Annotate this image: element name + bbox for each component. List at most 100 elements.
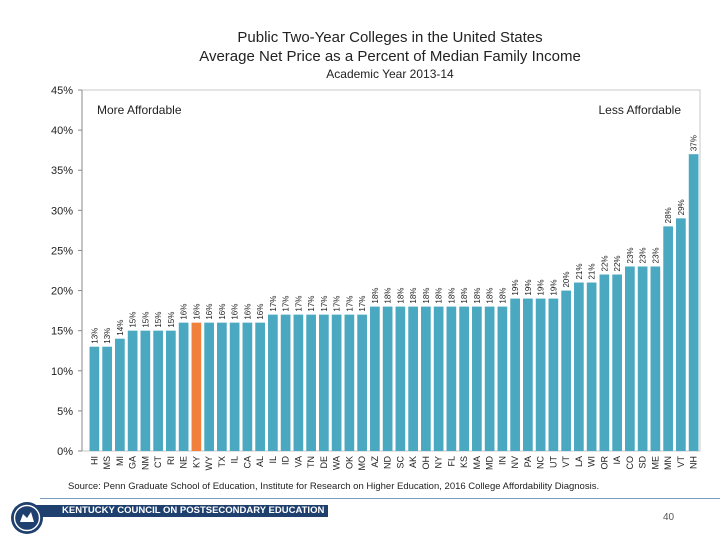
data-label: 16% (180, 304, 189, 320)
data-label: 16% (231, 304, 240, 320)
category-label: LA (574, 456, 584, 467)
council-logo-icon (11, 502, 43, 534)
bar (408, 306, 418, 451)
category-label: NM (140, 456, 150, 470)
bar (446, 306, 457, 451)
bar (127, 330, 138, 451)
bar (574, 282, 584, 451)
y-tick-label: 15% (51, 326, 73, 338)
category-label: NE (179, 456, 189, 469)
category-label: HI (89, 456, 99, 465)
bar (484, 306, 495, 451)
category-label: AZ (370, 456, 380, 468)
category-label: KS (459, 456, 469, 468)
category-label: WI (587, 456, 597, 467)
data-label: 17% (320, 296, 329, 312)
bar (472, 306, 482, 451)
bar (599, 274, 610, 451)
data-label: 18% (371, 288, 380, 304)
data-label: 21% (588, 264, 597, 280)
bar (280, 314, 291, 451)
category-label: NV (510, 456, 520, 469)
org-name-band: KENTUCKY COUNCIL ON POSTSECONDARY EDUCAT… (28, 505, 328, 517)
annotation-more-affordable: More Affordable (97, 103, 182, 117)
data-label: 18% (384, 288, 393, 304)
category-label: OK (344, 456, 354, 469)
category-label: TX (217, 456, 227, 468)
bar (102, 346, 112, 451)
chart-titles: Public Two-Year Colleges in the United S… (0, 28, 720, 82)
bar (140, 330, 151, 451)
bar (676, 218, 686, 451)
data-label: 37% (690, 135, 699, 151)
bar (357, 314, 367, 451)
bar (242, 322, 253, 451)
bar (382, 306, 393, 451)
category-label: IN (497, 456, 507, 465)
category-label: MO (357, 456, 367, 471)
category-label: VA (293, 456, 303, 467)
data-label: 17% (345, 296, 354, 312)
data-label: 17% (358, 296, 367, 312)
y-tick-label: 30% (51, 205, 73, 217)
bar (115, 338, 125, 451)
bar (535, 298, 546, 451)
category-label: MA (472, 456, 482, 470)
data-label: 19% (511, 280, 520, 296)
data-label: 21% (575, 264, 584, 280)
data-label: 18% (396, 288, 405, 304)
bar (89, 346, 100, 451)
bar (306, 314, 316, 451)
category-label: OR (599, 455, 609, 469)
bar (268, 314, 278, 451)
category-label: CA (242, 456, 252, 469)
category-label: ID (281, 455, 291, 465)
bar (331, 314, 342, 451)
data-label: 16% (205, 304, 214, 320)
category-label: NC (536, 456, 546, 469)
bar (319, 314, 329, 451)
data-label: 29% (677, 199, 686, 215)
data-label: 23% (626, 247, 635, 263)
bar (229, 322, 240, 451)
y-tick-label: 10% (51, 366, 73, 378)
data-label: 18% (473, 288, 482, 304)
bar (191, 322, 202, 451)
category-label: PA (523, 456, 533, 467)
data-label: 17% (269, 296, 278, 312)
category-label: GA (128, 456, 138, 469)
source-note: Source: Penn Graduate School of Educatio… (68, 481, 600, 492)
category-label: MI (115, 456, 125, 466)
bar (166, 330, 176, 451)
page-number: 40 (663, 512, 675, 523)
data-label: 15% (167, 312, 176, 328)
bar (561, 290, 571, 451)
data-label: 17% (307, 296, 316, 312)
data-label: 18% (460, 288, 469, 304)
category-label: RI (166, 456, 176, 465)
data-label: 17% (333, 296, 342, 312)
data-label: 15% (154, 312, 163, 328)
data-label: 19% (549, 280, 558, 296)
data-label: 16% (256, 304, 265, 320)
bar (548, 298, 559, 451)
data-label: 14% (116, 320, 125, 336)
category-label: AL (255, 456, 265, 467)
data-label: 16% (192, 304, 201, 320)
category-label: CO (625, 456, 635, 470)
category-label: NY (434, 456, 444, 469)
data-label: 22% (600, 255, 609, 271)
bar (523, 298, 533, 451)
data-label: 18% (486, 288, 495, 304)
annotation-less-affordable: Less Affordable (598, 103, 681, 117)
data-label: 16% (218, 304, 227, 320)
bar (293, 314, 304, 451)
y-tick-label: 0% (57, 446, 73, 458)
category-label: NH (689, 456, 699, 469)
bar (217, 322, 227, 451)
category-label: VT (676, 456, 686, 468)
bar (421, 306, 431, 451)
y-tick-label: 20% (51, 286, 73, 298)
bar (459, 306, 469, 451)
